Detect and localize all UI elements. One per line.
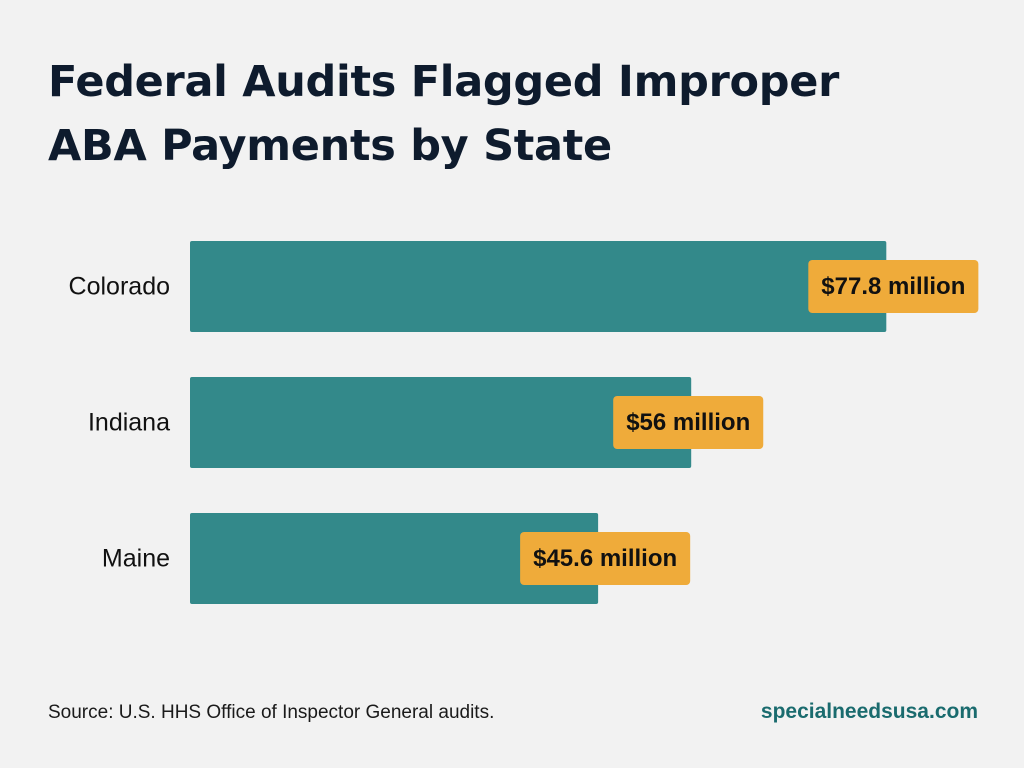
category-label-indiana: Indiana: [88, 409, 170, 437]
brand-link[interactable]: specialneedsusa.com: [760, 700, 978, 723]
value-label-colorado: $77.8 million: [821, 273, 965, 300]
bar-indiana: [190, 377, 692, 468]
source-note: Source: U.S. HHS Office of Inspector Gen…: [48, 702, 495, 723]
value-label-box-maine: [520, 532, 691, 585]
value-label-box-colorado: [808, 260, 979, 313]
value-label-box-indiana: [613, 396, 764, 449]
bar-colorado: [190, 241, 887, 332]
category-label-colorado: Colorado: [69, 273, 170, 301]
chart-title: Federal Audits Flagged Improper ABA Paym…: [48, 57, 839, 171]
value-label-indiana: $56 million: [626, 409, 750, 436]
category-label-maine: Maine: [102, 545, 170, 573]
bar-maine: [190, 513, 599, 604]
value-label-maine: $45.6 million: [533, 545, 677, 572]
